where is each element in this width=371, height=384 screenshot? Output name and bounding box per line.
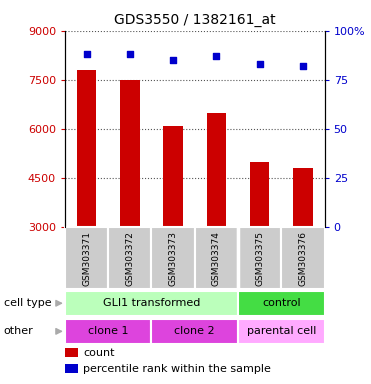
Point <box>257 61 263 67</box>
Bar <box>250 162 269 227</box>
Text: percentile rank within the sample: percentile rank within the sample <box>83 364 271 374</box>
Text: GSM303372: GSM303372 <box>125 231 134 286</box>
Text: GSM303373: GSM303373 <box>169 231 178 286</box>
Point <box>127 51 133 57</box>
Bar <box>65 348 78 357</box>
Bar <box>163 126 183 227</box>
Point <box>170 57 176 63</box>
Bar <box>238 291 325 316</box>
Bar <box>238 227 281 289</box>
Bar <box>281 227 325 289</box>
Bar <box>65 291 238 316</box>
Bar <box>238 319 325 344</box>
Bar <box>65 319 151 344</box>
Bar <box>293 169 313 227</box>
Point <box>213 53 219 60</box>
Text: clone 1: clone 1 <box>88 326 128 336</box>
Bar <box>195 227 238 289</box>
Bar <box>151 227 195 289</box>
Bar <box>108 227 151 289</box>
Point <box>300 63 306 69</box>
Bar <box>207 113 226 227</box>
Title: GDS3550 / 1382161_at: GDS3550 / 1382161_at <box>114 13 276 27</box>
Bar <box>151 319 238 344</box>
Text: GLI1 transformed: GLI1 transformed <box>103 298 200 308</box>
Text: control: control <box>262 298 301 308</box>
Text: GSM303376: GSM303376 <box>299 231 308 286</box>
Text: count: count <box>83 348 115 358</box>
Bar <box>77 70 96 227</box>
Text: GSM303371: GSM303371 <box>82 231 91 286</box>
Text: GSM303374: GSM303374 <box>212 231 221 286</box>
Text: GSM303375: GSM303375 <box>255 231 264 286</box>
Text: clone 2: clone 2 <box>174 326 215 336</box>
Point <box>83 51 89 57</box>
Bar <box>120 80 139 227</box>
Bar <box>65 227 108 289</box>
Text: other: other <box>4 326 33 336</box>
Bar <box>65 364 78 373</box>
Text: parental cell: parental cell <box>247 326 316 336</box>
Text: cell type: cell type <box>4 298 51 308</box>
